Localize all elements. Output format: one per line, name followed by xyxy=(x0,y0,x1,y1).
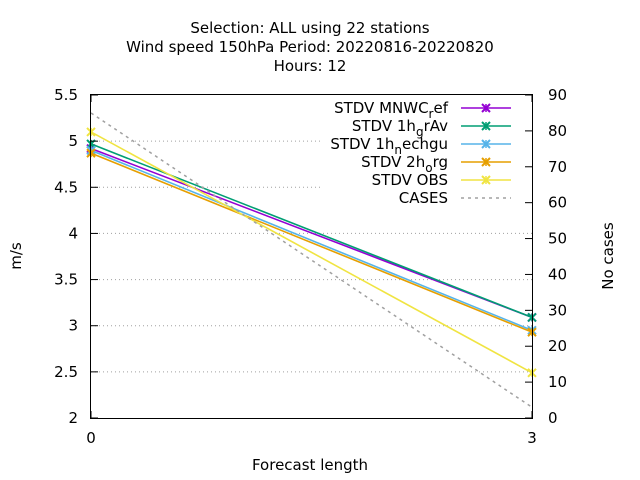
chart-title-line-2: Wind speed 150hPa Period: 20220816-20220… xyxy=(126,38,494,56)
legend-label-0: STDV MNWCref xyxy=(334,99,449,121)
y-tick-label: 4 xyxy=(68,224,78,242)
y2-tick-label: 90 xyxy=(548,86,567,104)
legend-label-2: STDV 1hnechgu xyxy=(330,135,448,157)
series-line-3 xyxy=(90,152,533,333)
legend-marker-3 xyxy=(481,157,491,167)
y2-tick-label: 50 xyxy=(548,230,567,248)
y-tick-label: 2 xyxy=(68,409,78,427)
y-tick-label: 5.5 xyxy=(54,86,78,104)
y2-axis-label: No cases xyxy=(599,222,617,290)
series-layer xyxy=(86,112,537,408)
legend-marker-2 xyxy=(481,139,491,149)
chart-title-line-3: Hours: 12 xyxy=(274,57,347,75)
y-tick-label: 5 xyxy=(68,132,78,150)
x-tick-label: 3 xyxy=(527,429,537,447)
y2-tick-label: 40 xyxy=(548,265,567,283)
y2-tick-label: 70 xyxy=(548,158,567,176)
legend-label-4: STDV OBS xyxy=(372,171,448,189)
y-axis-label: m/s xyxy=(7,242,25,270)
x-tick-label: 0 xyxy=(86,429,96,447)
series-line-5 xyxy=(90,112,533,408)
y-tick-label: 4.5 xyxy=(54,178,78,196)
y-tick-label: 3.5 xyxy=(54,271,78,289)
legend-marker-0 xyxy=(481,103,491,113)
series-line-2 xyxy=(90,149,533,332)
x-axis-label: Forecast length xyxy=(252,456,368,474)
y2-tick-label: 30 xyxy=(548,301,567,319)
y2-tick-label: 60 xyxy=(548,194,567,212)
y-tick-label: 3 xyxy=(68,317,78,335)
y2-tick-label: 10 xyxy=(548,373,567,391)
y2-tick-label: 20 xyxy=(548,337,567,355)
chart-title-line-1: Selection: ALL using 22 stations xyxy=(190,19,429,37)
series-line-1 xyxy=(90,143,533,319)
legend-marker-1 xyxy=(481,121,491,131)
y2-tick-label: 80 xyxy=(548,122,567,140)
y2-tick-label: 0 xyxy=(548,409,558,427)
y-tick-label: 2.5 xyxy=(54,363,78,381)
legend-label-1: STDV 1hgrAv xyxy=(352,117,448,139)
legend-label-5: CASES xyxy=(399,189,448,207)
series-line-4 xyxy=(90,131,533,374)
plot-frame xyxy=(90,94,533,419)
legend-marker-4 xyxy=(481,175,491,185)
legend-label-3: STDV 2horg xyxy=(361,153,448,175)
